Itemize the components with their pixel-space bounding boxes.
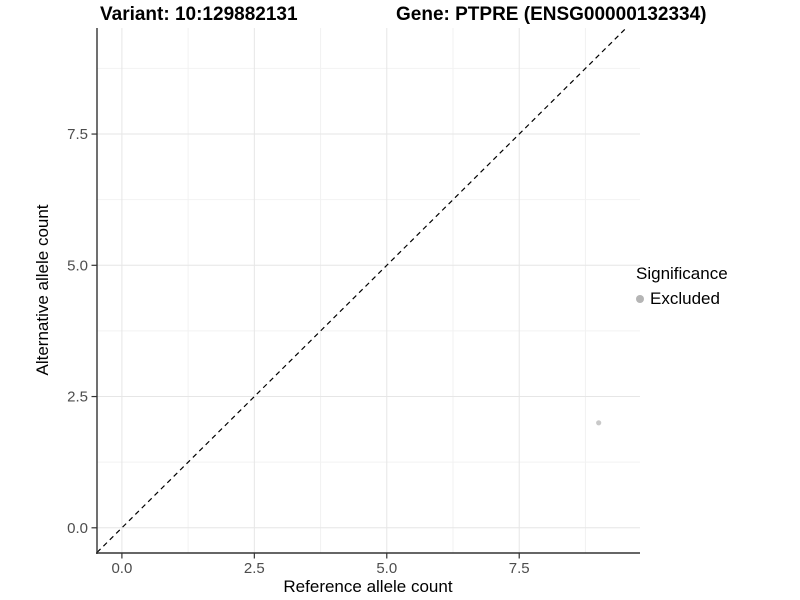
x-axis-title: Reference allele count xyxy=(283,577,452,596)
gridlines-layer xyxy=(97,28,640,553)
data-point xyxy=(596,420,602,426)
x-tick-label: 2.5 xyxy=(244,560,265,577)
legend-item-label: Excluded xyxy=(650,289,720,308)
x-tick-label: 0.0 xyxy=(111,560,132,577)
y-tick-label: 5.0 xyxy=(67,257,88,274)
legend-marker-circle-icon xyxy=(636,295,644,303)
legend: Significance Excluded xyxy=(636,264,728,309)
y-tick-label: 0.0 xyxy=(67,520,88,537)
y-tick-label: 7.5 xyxy=(67,126,88,143)
axes-layer: 0.0 2.5 5.0 7.5 0.0 2.5 5.0 7.5 xyxy=(67,28,640,577)
data-points-layer xyxy=(596,420,602,426)
identity-line-layer xyxy=(96,27,627,553)
plot-title-gene: Gene: PTPRE (ENSG00000132334) xyxy=(396,4,707,25)
plot-title-variant: Variant: 10:129882131 xyxy=(100,4,298,25)
legend-item-excluded: Excluded xyxy=(636,289,728,309)
x-tick-label: 5.0 xyxy=(376,560,397,577)
y-tick-label: 2.5 xyxy=(67,389,88,406)
y-axis-title: Alternative allele count xyxy=(33,204,52,375)
x-tick-label: 7.5 xyxy=(509,560,530,577)
identity-line xyxy=(96,27,627,553)
legend-title: Significance xyxy=(636,264,728,283)
